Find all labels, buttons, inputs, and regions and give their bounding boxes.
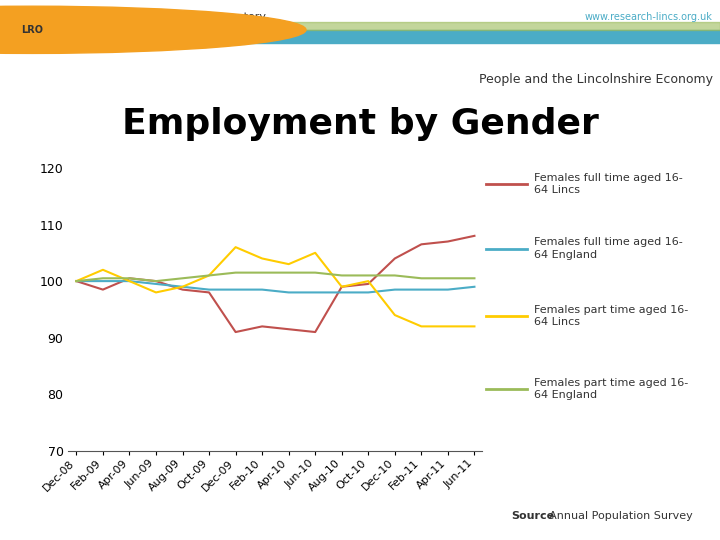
Text: Females full time aged 16-
64 England: Females full time aged 16- 64 England (534, 237, 683, 260)
Text: Employment by Gender: Employment by Gender (122, 107, 598, 141)
Text: Females part time aged 16-
64 Lincs: Females part time aged 16- 64 Lincs (534, 305, 688, 327)
Text: Lincolnshire Research Observatory: Lincolnshire Research Observatory (72, 12, 266, 22)
Text: Females full time aged 16-
64 Lincs: Females full time aged 16- 64 Lincs (534, 173, 683, 195)
Text: People and the Lincolnshire Economy: People and the Lincolnshire Economy (479, 73, 713, 86)
Bar (0, 22, 720, 30)
Text: LRO: LRO (22, 25, 43, 35)
Bar (0, 30, 720, 44)
Text: : Annual Population Survey: : Annual Population Survey (541, 511, 693, 521)
Text: Source: Source (511, 511, 554, 521)
Text: Females part time aged 16-
64 England: Females part time aged 16- 64 England (534, 377, 688, 400)
Text: www.research-lincs.org.uk: www.research-lincs.org.uk (585, 12, 713, 22)
Circle shape (0, 6, 306, 53)
